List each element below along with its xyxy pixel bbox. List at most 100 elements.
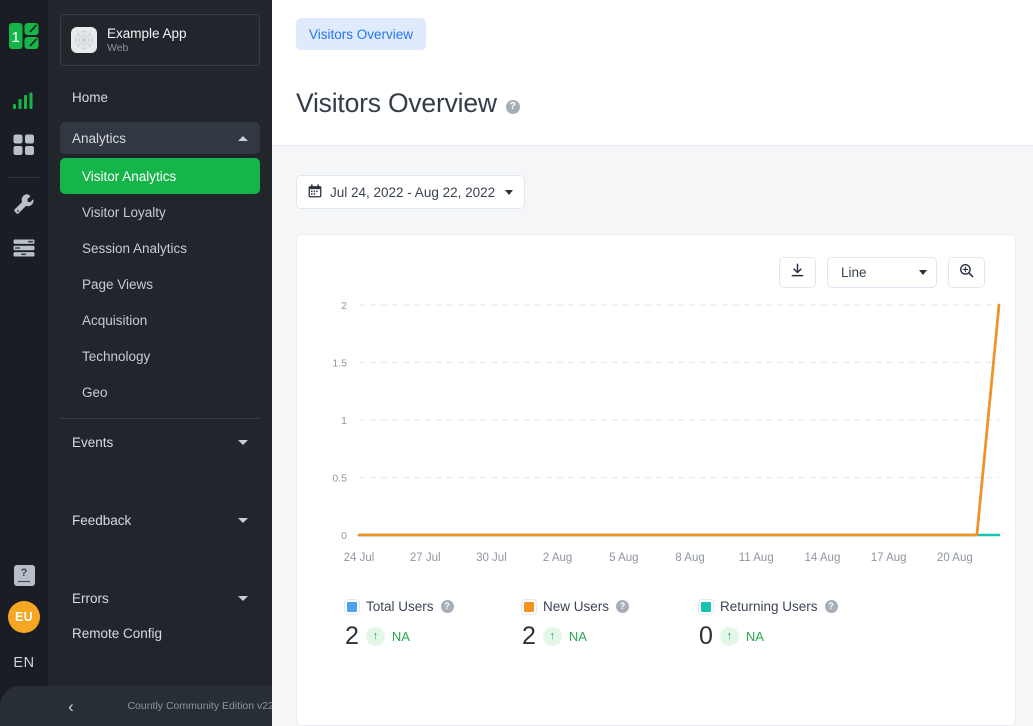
legend-value: 2 — [345, 622, 359, 650]
rail-item-logs[interactable] — [0, 228, 48, 272]
legend-label: Returning Users — [720, 599, 818, 614]
sidebar-item-technology[interactable]: Technology — [60, 338, 260, 374]
calendar-icon — [308, 183, 322, 201]
sidebar-item-label: Visitor Analytics — [82, 168, 177, 184]
sidebar-item-label: Home — [72, 89, 109, 105]
main-content: Visitors Overview Visitors Overview ? — [272, 0, 1033, 726]
sidebar-group-errors[interactable]: Errors — [60, 582, 260, 614]
tab-bar: Visitors Overview — [272, 0, 1033, 62]
rail-item-help[interactable]: ? — [0, 556, 48, 594]
tab-visitors-overview[interactable]: Visitors Overview — [296, 18, 427, 50]
sidebar-group-events[interactable]: Events — [60, 426, 260, 458]
sidebar-group-label: Events — [72, 434, 114, 450]
sidebar-item-label: Page Views — [82, 276, 154, 292]
svg-text:2 Aug: 2 Aug — [543, 552, 572, 564]
sidebar-group-analytics[interactable]: Analytics — [60, 122, 260, 154]
legend-value: 0 — [699, 622, 713, 650]
help-icon[interactable]: ? — [505, 99, 520, 114]
svg-text:1.5: 1.5 — [332, 358, 347, 370]
svg-text:20 Aug: 20 Aug — [937, 552, 973, 564]
legend-trend: NA — [745, 628, 764, 644]
download-button[interactable] — [779, 257, 816, 288]
bar-chart-icon — [12, 92, 36, 115]
avatar: EU — [8, 601, 40, 633]
language-label: EN — [13, 655, 35, 671]
countly-logo[interactable]: 1 — [9, 22, 39, 55]
svg-text:1: 1 — [341, 415, 347, 427]
arrow-up-icon: ↑ — [719, 626, 739, 646]
app-selector[interactable]: Example App Web — [60, 14, 260, 66]
version-label: Countly Community Edition v22.08 — [127, 700, 289, 712]
chevron-down-icon — [505, 189, 514, 195]
web-app-icon — [71, 27, 97, 53]
legend-label: Total Users — [366, 599, 434, 614]
rail-divider — [8, 177, 40, 178]
sidebar-item-session-analytics[interactable]: Session Analytics — [60, 230, 260, 266]
help-glyph: ? — [20, 566, 28, 579]
chevron-down-icon — [238, 439, 248, 445]
legend-value: 2 — [522, 622, 536, 650]
zoom-in-icon — [959, 263, 974, 283]
page-title-row: Visitors Overview ? — [272, 62, 1033, 145]
sidebar-footer: ‹ Countly Community Edition v22.08 — [0, 686, 289, 726]
question-mark-icon: ? — [13, 564, 35, 586]
chevron-up-icon — [238, 135, 248, 141]
legend-label: New Users — [543, 599, 610, 614]
sidebar-item-label: Acquisition — [82, 312, 148, 328]
page-title: Visitors Overview — [296, 88, 497, 118]
help-icon[interactable]: ? — [824, 600, 838, 613]
sidebar-item-visitor-loyalty[interactable]: Visitor Loyalty — [60, 194, 260, 230]
svg-text:0: 0 — [341, 530, 347, 542]
sidebar-item-remote-config[interactable]: Remote Config — [60, 617, 260, 649]
svg-text:14 Aug: 14 Aug — [805, 552, 841, 564]
legend-color-swatch — [522, 599, 536, 614]
chevron-down-icon — [238, 595, 248, 601]
chart-type-select[interactable]: Line — [827, 257, 937, 288]
icon-rail: 1 — [0, 0, 48, 726]
sidebar-item-label: Visitor Loyalty — [82, 204, 166, 220]
sidebar-group-feedback[interactable]: Feedback — [60, 504, 260, 536]
legend-item-total-users[interactable]: Total Users ? 2 ↑ NA — [345, 599, 522, 649]
svg-text:8 Aug: 8 Aug — [675, 552, 704, 564]
chart-type-value: Line — [841, 265, 867, 280]
sidebar-divider — [60, 418, 260, 419]
sidebar-item-acquisition[interactable]: Acquisition — [60, 302, 260, 338]
sidebar: Example App Web Home Analytics Visitor A… — [0, 0, 289, 726]
legend-item-new-users[interactable]: New Users ? 2 ↑ NA — [522, 599, 699, 649]
svg-text:2: 2 — [341, 300, 347, 312]
line-chart-svg: 0 0.5 1 1.5 2 24 Jul 27 Jul 30 Jul 2 Aug 5 Aug 8 A… — [332, 300, 1001, 564]
chevron-left-icon[interactable]: ‹ — [68, 696, 74, 716]
page-header: Visitors Overview Visitors Overview ? — [272, 0, 1033, 146]
rail-item-apps[interactable] — [0, 125, 48, 169]
sidebar-item-home[interactable]: Home — [60, 80, 260, 114]
toolbar: Jul 24, 2022 - Aug 22, 2022 — [272, 146, 1033, 209]
date-range-picker[interactable]: Jul 24, 2022 - Aug 22, 2022 — [296, 175, 526, 209]
zoom-in-button[interactable] — [948, 257, 985, 288]
download-icon — [790, 262, 805, 283]
chart-plot[interactable]: 0 0.5 1 1.5 2 24 Jul 27 Jul 30 Jul 2 Aug 5 Aug 8 A… — [297, 293, 1015, 583]
legend-color-swatch — [345, 599, 359, 614]
legend-item-returning-users[interactable]: Returning Users ? 0 ↑ NA — [699, 599, 876, 649]
sidebar-item-geo[interactable]: Geo — [60, 374, 260, 410]
rail-item-language[interactable]: EN — [0, 640, 48, 686]
rail-item-account[interactable]: EU — [0, 594, 48, 640]
rail-item-management[interactable] — [0, 184, 48, 228]
svg-text:0.5: 0.5 — [332, 473, 347, 485]
collapse-sidebar-button[interactable] — [0, 686, 272, 726]
help-icon[interactable]: ? — [440, 600, 454, 613]
svg-text:27 Jul: 27 Jul — [410, 552, 441, 564]
chevron-down-icon — [238, 517, 248, 523]
svg-text:17 Aug: 17 Aug — [871, 552, 907, 564]
grid-apps-icon — [13, 134, 35, 161]
sidebar-item-page-views[interactable]: Page Views — [60, 266, 260, 302]
wrench-icon — [13, 193, 35, 220]
help-icon[interactable]: ? — [616, 600, 630, 613]
sidebar-item-label: Technology — [82, 348, 151, 364]
chevron-down-icon — [919, 270, 927, 275]
sidebar-item-visitor-analytics[interactable]: Visitor Analytics — [60, 158, 260, 194]
sidebar-group-label: Analytics — [72, 130, 127, 146]
sidebar-item-label: Session Analytics — [82, 240, 188, 256]
rail-item-bar-chart[interactable] — [0, 81, 48, 125]
svg-text:5 Aug: 5 Aug — [609, 552, 638, 564]
